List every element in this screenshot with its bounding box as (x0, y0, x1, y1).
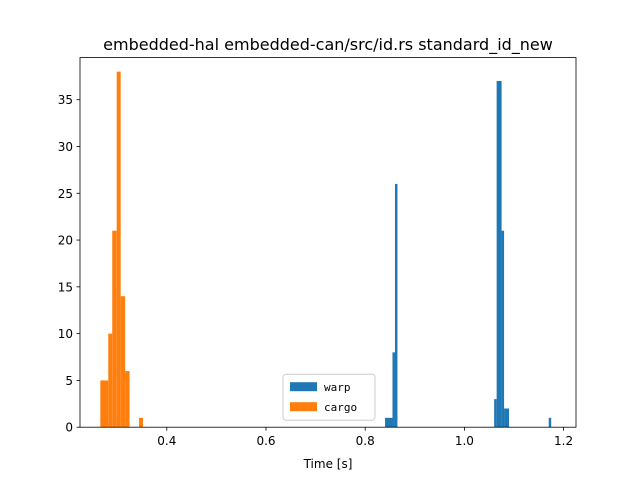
x-tick-label: 0.4 (157, 434, 176, 448)
legend: warp cargo (282, 373, 376, 421)
x-tick-label: 0.6 (256, 434, 275, 448)
bar-cargo-2 (112, 230, 117, 428)
axes-layer (79, 57, 577, 428)
legend-label-warp: warp (324, 381, 351, 394)
y-axis-ticks: 0 5 10 15 20 25 30 35 (58, 93, 80, 435)
bar-warp-3 (394, 183, 398, 428)
y-tick-label: 35 (58, 93, 73, 107)
bar-warp-4 (494, 399, 497, 428)
bar-cargo-3 (116, 71, 121, 428)
legend-swatch-warp (290, 382, 317, 392)
y-tick-label: 5 (65, 374, 73, 388)
bar-warp-5 (496, 80, 502, 428)
x-axis-ticks: 0.4 0.6 0.8 1.0 1.2 (157, 427, 573, 448)
plot-area (80, 57, 576, 428)
legend-label-cargo: cargo (324, 401, 357, 414)
y-tick-label: 0 (65, 421, 73, 435)
x-tick-label: 0.8 (356, 434, 375, 448)
bar-cargo-0 (100, 380, 109, 428)
bar-cargo-6 (139, 417, 143, 428)
x-tick-label: 1.0 (455, 434, 474, 448)
bar-warp-2 (392, 352, 395, 428)
y-tick-label: 25 (58, 187, 73, 201)
chart-title: embedded-hal embedded-can/src/id.rs stan… (103, 35, 553, 55)
x-axis-label: Time [s] (303, 457, 353, 471)
bar-cargo-5 (125, 371, 130, 428)
bar-warp-7 (504, 408, 510, 428)
y-tick-label: 20 (58, 234, 73, 248)
bar-warp-1 (390, 417, 393, 428)
bar-warp-8 (548, 417, 552, 428)
bars-layer (100, 71, 552, 428)
y-tick-label: 30 (58, 140, 73, 154)
x-tick-label: 1.2 (554, 434, 573, 448)
bar-warp-0 (385, 417, 390, 428)
legend-swatch-cargo (290, 402, 317, 412)
bar-cargo-1 (108, 333, 113, 428)
y-tick-label: 10 (58, 327, 73, 341)
y-tick-label: 15 (58, 280, 73, 294)
plot-frame (79, 57, 577, 428)
bar-warp-6 (501, 230, 505, 428)
bar-cargo-4 (120, 296, 126, 428)
